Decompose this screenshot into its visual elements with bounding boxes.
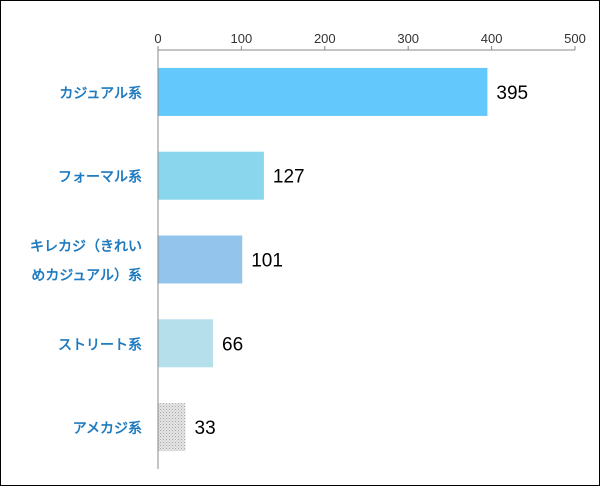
- data-label: 101: [251, 251, 283, 272]
- category-label: カジュアル系: [59, 85, 142, 102]
- x-tick-label: 500: [564, 31, 586, 46]
- x-tick-label: 0: [154, 31, 161, 46]
- bar: [158, 151, 264, 200]
- data-label: 395: [496, 83, 528, 104]
- data-label: 66: [222, 334, 243, 355]
- bar: [158, 67, 488, 116]
- x-tick-label: 200: [314, 31, 336, 46]
- category-label: フォーマル系: [58, 169, 142, 186]
- bar: [158, 235, 243, 284]
- category-label: キレカジ（きれい: [30, 239, 142, 255]
- x-tick-label: 400: [481, 31, 503, 46]
- category-label: めカジュアル）系: [31, 267, 142, 284]
- x-tick-label: 300: [397, 31, 419, 46]
- category-label: ストリート系: [58, 336, 142, 353]
- x-tick-label: 100: [231, 31, 253, 46]
- bar: [158, 319, 214, 368]
- category-label: アメカジ系: [73, 420, 142, 437]
- data-label: 33: [195, 418, 216, 439]
- data-label: 127: [273, 167, 305, 188]
- bar: [158, 403, 186, 452]
